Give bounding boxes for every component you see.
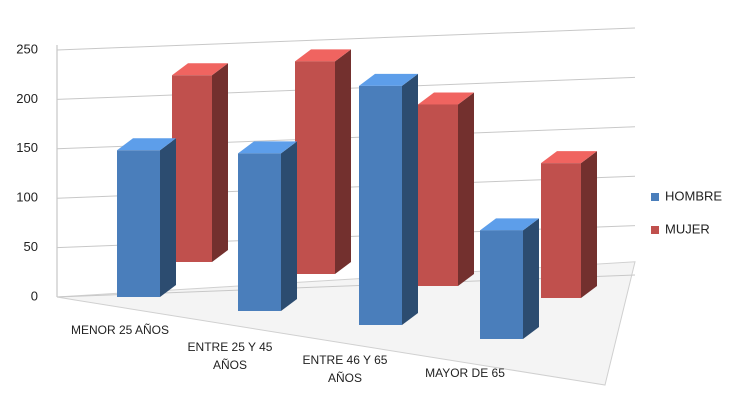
bar-top xyxy=(117,138,176,151)
y-tick-label: 250 xyxy=(16,41,38,56)
bar xyxy=(238,153,281,311)
bar-side xyxy=(402,73,418,326)
bar-side xyxy=(212,63,228,262)
bar-top xyxy=(172,63,228,76)
bar xyxy=(295,61,335,274)
bar-side xyxy=(335,49,351,274)
y-tick-label: 100 xyxy=(16,190,38,205)
bar xyxy=(359,85,402,326)
bar-top xyxy=(295,49,351,62)
y-tick-label: 150 xyxy=(16,140,38,155)
x-tick-label: MENOR 25 AÑOS xyxy=(70,323,170,337)
bar xyxy=(480,230,523,339)
bar-top xyxy=(418,92,474,105)
y-tick-label: 0 xyxy=(31,288,38,303)
bar-top xyxy=(541,151,597,164)
bar-top xyxy=(480,218,539,231)
bar-side xyxy=(581,151,597,298)
bar xyxy=(418,104,458,286)
bar-side xyxy=(160,138,176,297)
grid-line xyxy=(56,27,636,51)
y-tick-label: 200 xyxy=(16,91,38,106)
bar-top xyxy=(359,73,418,86)
legend-swatch xyxy=(651,193,659,201)
bar xyxy=(117,150,160,297)
y-tick-label: 50 xyxy=(24,239,38,254)
bar xyxy=(172,75,212,262)
bar-side xyxy=(523,218,539,339)
bar-top xyxy=(238,141,297,154)
bar-side xyxy=(458,92,474,286)
legend-swatch xyxy=(651,226,659,234)
legend-label: MUJER xyxy=(665,221,710,236)
bar-side xyxy=(281,141,297,311)
bar xyxy=(541,163,581,298)
x-tick-label: ENTRE 25 Y 45 AÑOS xyxy=(187,340,273,372)
legend-label: HOMBRE xyxy=(665,188,722,203)
x-tick-label: ENTRE 46 Y 65 AÑOS xyxy=(302,353,388,385)
x-tick-label: MAYOR DE 65 xyxy=(425,366,505,380)
